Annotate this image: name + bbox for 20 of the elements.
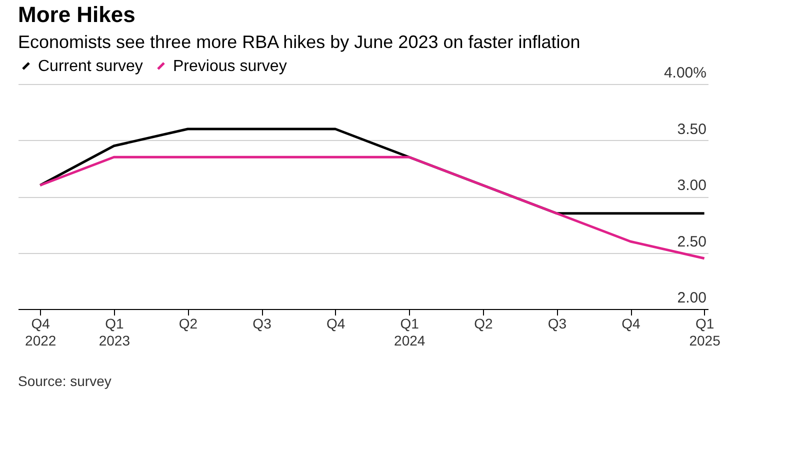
x-tick-label: Q4 2022 — [25, 316, 56, 348]
x-tick-label: Q3 — [548, 316, 567, 332]
x-tick-label: Q1 2023 — [98, 316, 130, 348]
y-tick-label: 4.00% — [664, 64, 706, 82]
x-tick-label: Q2 — [178, 316, 198, 332]
x-tick-label: Q3 — [252, 316, 272, 332]
y-tick-label: 3.50 — [677, 120, 706, 138]
x-tick-label: Q1 2025 — [689, 316, 721, 348]
x-tick-label: Q4 — [326, 316, 346, 332]
y-tick-label: 3.00 — [677, 177, 706, 194]
x-tick-label: Q4 — [622, 316, 641, 332]
chart-title: More Hikes — [17, 1, 136, 28]
x-tick-label: Q2 — [474, 316, 493, 332]
y-tick-label: 2.00 — [677, 290, 706, 306]
source-note: Source: survey — [18, 373, 112, 389]
chart-subtitle: Economists see three more RBA hikes by June 2023 on faster inflation — [17, 31, 582, 53]
y-tick-label: 2.50 — [677, 233, 706, 250]
legend-label: Previous survey — [173, 58, 287, 75]
legend-label: Current survey — [38, 58, 143, 75]
x-tick-label: Q1 2024 — [394, 316, 426, 348]
